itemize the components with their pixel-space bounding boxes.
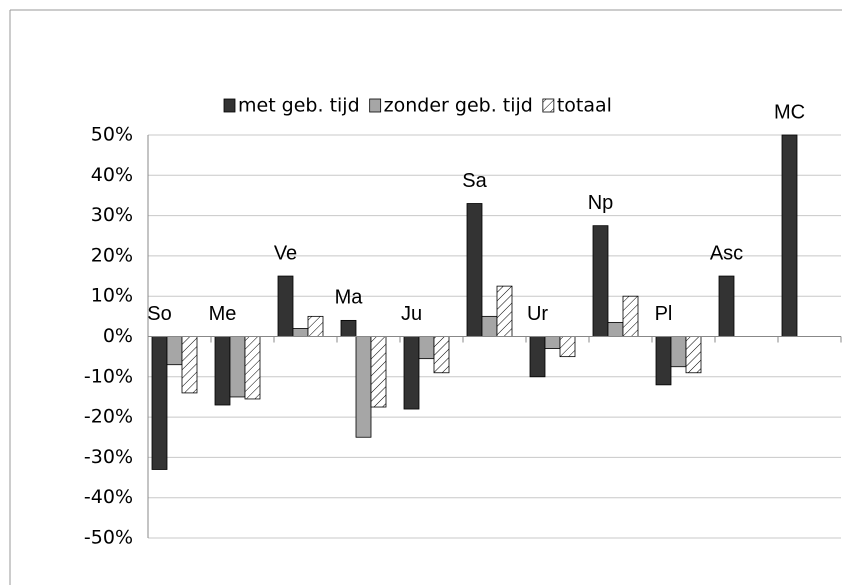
bar — [466, 203, 483, 337]
bar — [166, 336, 183, 366]
bar — [370, 336, 387, 408]
bar — [433, 336, 450, 374]
bar — [718, 275, 735, 337]
y-tick-label: 50% — [91, 124, 133, 146]
bar — [685, 336, 702, 374]
category-label: Ma — [335, 287, 364, 309]
bar — [607, 321, 624, 337]
bar — [307, 315, 324, 337]
y-tick-label: 10% — [91, 285, 133, 307]
bar — [529, 336, 546, 378]
legend-swatch — [369, 98, 382, 113]
category-label: Sa — [462, 170, 487, 192]
category-label: So — [147, 303, 171, 325]
y-tick-label: 20% — [91, 244, 133, 266]
category-label: Ju — [401, 303, 422, 325]
bar — [781, 134, 798, 337]
bar — [481, 315, 498, 337]
bar — [355, 336, 372, 438]
bar — [292, 328, 309, 337]
category-label: Me — [209, 303, 237, 325]
bar — [418, 336, 435, 360]
bar — [559, 336, 576, 358]
legend-label: zonder geb. tijd — [384, 95, 533, 117]
bar — [181, 336, 198, 394]
bar — [655, 336, 672, 386]
bar — [544, 336, 561, 349]
y-tick-label: 30% — [91, 204, 133, 226]
y-tick-label: -20% — [84, 406, 133, 428]
bar — [214, 336, 231, 406]
legend-label: totaal — [557, 95, 612, 117]
category-label: Ur — [527, 303, 548, 325]
bar — [340, 319, 357, 337]
y-tick-label: 0% — [103, 325, 133, 347]
category-label: MC — [774, 101, 805, 123]
y-tick-label: -50% — [84, 527, 133, 549]
bar — [229, 336, 246, 398]
bar — [244, 336, 261, 400]
category-label: Pl — [655, 303, 673, 325]
bar — [151, 336, 168, 470]
category-label: Asc — [710, 242, 743, 264]
category-label: Np — [588, 192, 614, 214]
legend-label: met geb. tijd — [238, 95, 360, 117]
bar — [496, 285, 513, 337]
bar — [592, 225, 609, 337]
legend-swatch — [223, 98, 236, 113]
y-tick-label: 40% — [91, 164, 133, 186]
bar — [403, 336, 420, 410]
bar — [622, 295, 639, 337]
bar — [670, 336, 687, 368]
y-tick-label: -10% — [84, 365, 133, 387]
category-label: Ve — [274, 242, 297, 264]
bar — [277, 275, 294, 337]
y-tick-label: -40% — [84, 486, 133, 508]
y-tick-label: -30% — [84, 446, 133, 468]
legend-swatch — [542, 98, 555, 113]
